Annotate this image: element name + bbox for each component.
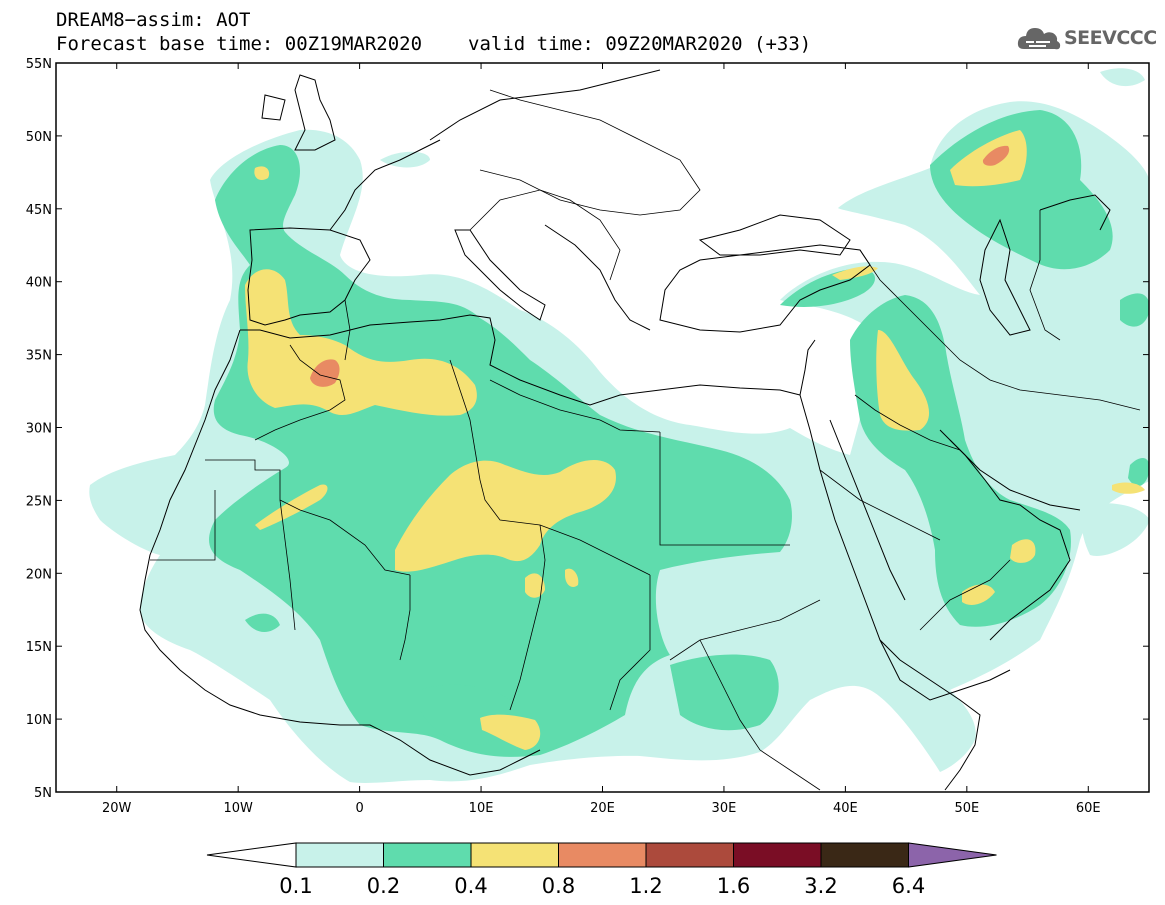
time-info: Forecast base time: 00Z19MAR2020 valid ti…	[56, 34, 811, 54]
lon-label: 20W	[102, 801, 132, 816]
coastlines	[139, 69, 1111, 791]
lon-label: 10E	[469, 801, 494, 816]
lat-label: 5N	[34, 786, 52, 801]
lat-label: 15N	[26, 640, 52, 655]
lon-label: 50E	[954, 801, 979, 816]
country-borders	[150, 89, 1141, 791]
colorbar-label: 3.2	[804, 874, 837, 898]
colorbar-label: 6.4	[892, 874, 925, 898]
colorbar-swatch	[733, 842, 822, 868]
lat-label: 50N	[26, 130, 52, 145]
logo-text: SEEVCCC	[1064, 27, 1157, 49]
colorbar-label: 1.6	[717, 874, 750, 898]
lon-label: 20E	[590, 801, 615, 816]
lon-label: 40E	[833, 801, 858, 816]
colorbar-arrow-high	[908, 842, 997, 868]
forecast-base-time: Forecast base time: 00Z19MAR2020	[56, 33, 423, 55]
colorbar-label: 0.4	[454, 874, 487, 898]
map-title: DREAM8−assim: AOT	[56, 9, 251, 31]
lat-label: 10N	[26, 713, 52, 728]
colorbar-label: 0.1	[279, 874, 312, 898]
lat-label: 40N	[26, 276, 52, 291]
lat-label: 55N	[26, 57, 52, 72]
colorbar-swatch	[383, 842, 472, 868]
lon-label: 30E	[712, 801, 737, 816]
longitude-axis: 20W 10W 0 10E 20E 30E 40E 50E 60E	[102, 63, 1101, 816]
lon-label: 60E	[1076, 801, 1101, 816]
lat-label: 35N	[26, 349, 52, 364]
colorbar-swatch	[295, 842, 384, 868]
lon-label: 0	[355, 801, 363, 816]
colorbar-swatch	[820, 842, 909, 868]
colorbar-arrow-low	[206, 842, 297, 868]
lat-label: 20N	[26, 567, 52, 582]
aot-level-0.8	[310, 145, 1010, 387]
colorbar-label: 0.8	[542, 874, 575, 898]
lat-label: 25N	[26, 494, 52, 509]
lat-label: 30N	[26, 422, 52, 437]
lat-label: 45N	[26, 203, 52, 218]
seevccc-logo: SEEVCCC	[1016, 21, 1157, 55]
colorbar-label: 0.2	[367, 874, 400, 898]
colorbar-swatch	[645, 842, 734, 868]
latitude-axis: 55N 50N 45N 40N 35N 30N 25N 20N 15N 10N 5N	[26, 57, 1149, 801]
lon-label: 10W	[223, 801, 253, 816]
valid-time: valid time: 09Z20MAR2020 (+33)	[468, 33, 812, 55]
colorbar-label: 1.2	[629, 874, 662, 898]
colorbar-swatch	[470, 842, 559, 868]
aot-level-0.4	[245, 130, 1145, 750]
cloud-icon	[1017, 28, 1061, 50]
colorbar-swatch	[558, 842, 647, 868]
